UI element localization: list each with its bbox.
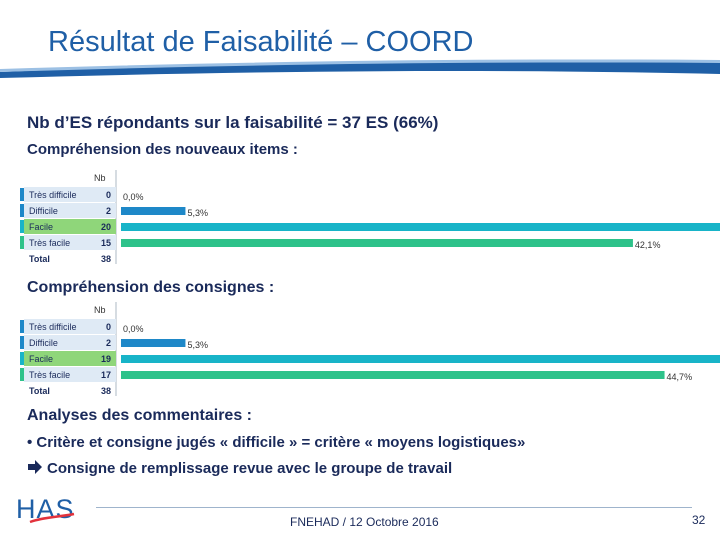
category-label: Facile [29,222,53,232]
section-title-new-items: Compréhension des nouveaux items : [27,141,298,158]
bar-value-label: 5,3% [187,208,208,218]
count-value: 2 [106,206,111,216]
category-label: Difficile [29,338,58,348]
page-number: 32 [692,513,706,527]
analysis-heading: Analyses des commentaires : [27,407,252,424]
instructions-chart: Nb Très difficile 0 0,0% Difficile 2 5,3% Facil… [20,302,720,396]
bar-value-label: 0,0% [123,192,144,202]
table-row-marker [20,188,24,201]
table-row-bg [24,203,116,218]
table-row-bg [24,187,116,202]
table-row-marker [20,368,24,381]
respondents-summary: Nb d’ES répondants sur la faisabilité = … [27,113,439,132]
bar-value-label: 44,7% [667,372,693,382]
category-label: Très difficile [29,190,77,200]
analysis-bullet: • Critère et consigne jugés « difficile … [27,434,526,451]
count-value: 15 [101,238,111,248]
bar [121,355,720,363]
category-label: Difficile [29,206,58,216]
table-row-bg [24,335,116,350]
table-row-bg [24,219,116,234]
total-value: 38 [101,254,111,264]
arrow-right-icon [27,460,43,478]
table-row-marker [20,336,24,349]
table-header-nb: Nb [94,173,106,183]
table-row-marker [20,204,24,217]
new-items-chart: Nb Très difficile 0 0,0% Difficile 2 5,3% Facil… [20,170,720,264]
table-row-bg [24,235,116,250]
table-row-marker [20,220,24,233]
table-header-nb: Nb [94,305,106,315]
bar [121,371,665,379]
table-row-bg [24,367,116,382]
table-row-bg [24,351,116,366]
table-row-marker [20,320,24,333]
section-title-instructions: Compréhension des consignes : [27,279,275,296]
table-row-bg [24,319,116,334]
category-label: Très facile [29,370,70,380]
bar [121,339,186,347]
bar [121,223,720,231]
total-label: Total [29,254,50,264]
bar-value-label: 42,1% [635,240,661,250]
has-logo: HAS [14,492,80,531]
count-value: 0 [106,190,111,200]
footer-text: FNEHAD / 12 Octobre 2016 [290,515,439,529]
footer-divider [96,507,692,508]
total-label: Total [29,386,50,396]
total-value: 38 [101,386,111,396]
category-label: Très difficile [29,322,77,332]
count-value: 0 [106,322,111,332]
bar-value-label: 5,3% [187,340,208,350]
bar-value-label: 0,0% [123,324,144,334]
table-row-marker [20,236,24,249]
analysis-arrow-line: Consigne de remplissage revue avec le gr… [27,460,452,478]
count-value: 17 [101,370,111,380]
count-value: 19 [101,354,111,364]
category-label: Très facile [29,238,70,248]
bar [121,207,186,215]
count-value: 2 [106,338,111,348]
bar [121,239,633,247]
analysis-arrow-text: Consigne de remplissage revue avec le gr… [47,460,453,477]
table-row-marker [20,352,24,365]
category-label: Facile [29,354,53,364]
count-value: 20 [101,222,111,232]
title-swoosh-decoration [0,59,720,78]
slide-title: Résultat de Faisabilité – COORD [48,26,474,58]
